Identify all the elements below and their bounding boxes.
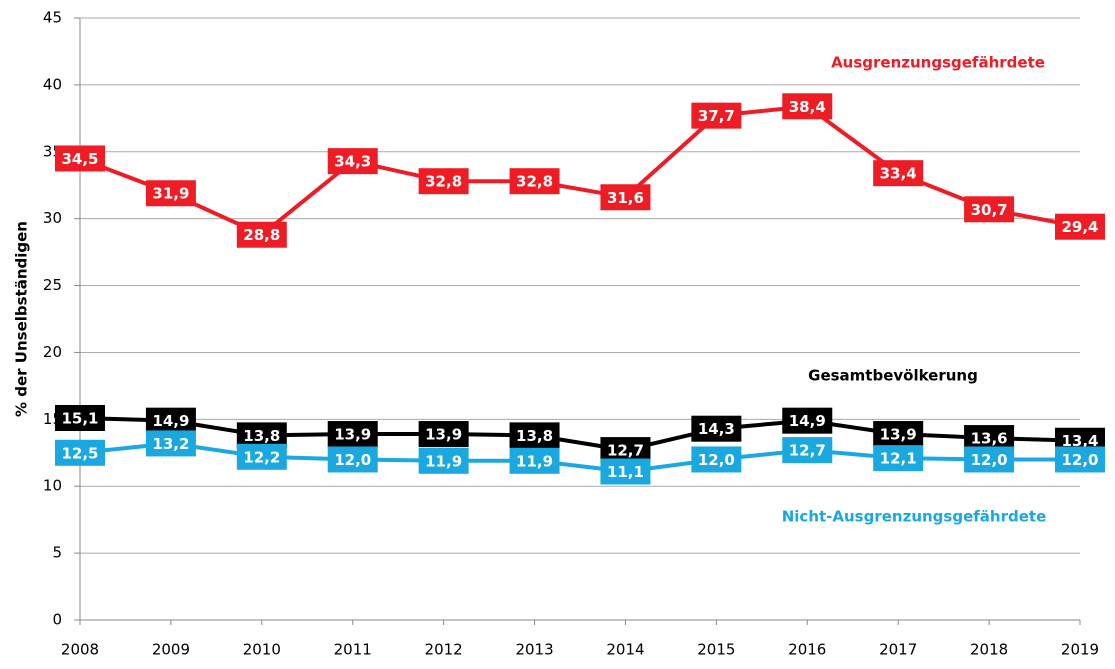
data-label: 12,7 bbox=[789, 442, 826, 460]
y-tick-label: 10 bbox=[43, 477, 62, 495]
y-axis-label: % der Unselbständigen bbox=[13, 221, 31, 417]
series-line bbox=[79, 441, 1080, 474]
data-label-box bbox=[964, 446, 1015, 473]
data-label-box bbox=[55, 439, 105, 466]
data-label-box bbox=[55, 404, 105, 431]
data-label: 13,9 bbox=[880, 426, 917, 444]
data-label-box bbox=[509, 422, 560, 449]
data-label: 12,2 bbox=[243, 448, 280, 466]
data-label-box bbox=[327, 421, 378, 448]
data-label: 34,5 bbox=[61, 150, 98, 168]
data-label-box bbox=[873, 421, 924, 448]
series-line bbox=[79, 415, 1081, 453]
data-label: 12,0 bbox=[971, 451, 1008, 469]
y-tick-label: 45 bbox=[43, 9, 62, 27]
data-label: 31,9 bbox=[152, 185, 189, 203]
data-label-box bbox=[327, 148, 378, 175]
data-label: 28,8 bbox=[243, 226, 280, 244]
data-label-box bbox=[145, 407, 196, 434]
data-label-box bbox=[782, 437, 833, 464]
x-tick-label: 2018 bbox=[970, 641, 1008, 659]
x-tick-label: 2010 bbox=[243, 641, 281, 659]
data-label-box bbox=[782, 407, 833, 434]
series-name: Nicht-Ausgrenzungsgefährdete bbox=[782, 508, 1047, 526]
data-label: 12,7 bbox=[607, 442, 644, 460]
data-label: 13,9 bbox=[334, 426, 371, 444]
y-tick-label: 5 bbox=[52, 544, 62, 562]
y-tick-label: 0 bbox=[52, 611, 62, 629]
series-name: Ausgrenzungsgefährdete bbox=[831, 54, 1045, 72]
data-label-box bbox=[509, 168, 560, 195]
data-label-box bbox=[873, 445, 924, 472]
y-tick-label: 20 bbox=[43, 343, 62, 361]
x-tick-label: 2017 bbox=[879, 641, 917, 659]
data-label: 11,1 bbox=[607, 463, 644, 481]
data-label: 13,6 bbox=[971, 430, 1008, 448]
data-label-box bbox=[691, 102, 742, 129]
data-label: 15,1 bbox=[61, 409, 98, 427]
data-label-box bbox=[1055, 213, 1105, 240]
data-label-box bbox=[418, 168, 469, 195]
data-label: 11,9 bbox=[425, 452, 462, 470]
x-tick-label: 2008 bbox=[61, 641, 99, 659]
data-label-box bbox=[691, 446, 742, 473]
data-label: 33,4 bbox=[880, 165, 917, 183]
data-label-box bbox=[600, 184, 651, 211]
data-label-box bbox=[1055, 446, 1105, 473]
x-tick-label: 2011 bbox=[334, 641, 372, 659]
data-label-box bbox=[600, 458, 651, 485]
data-label: 13,8 bbox=[516, 427, 553, 445]
data-label: 31,6 bbox=[607, 189, 644, 207]
data-label-box bbox=[327, 446, 378, 473]
data-label: 12,1 bbox=[880, 450, 917, 468]
y-tick-label: 30 bbox=[43, 209, 62, 227]
data-label: 32,8 bbox=[516, 173, 553, 191]
data-label-box bbox=[145, 430, 196, 457]
data-label-box bbox=[782, 93, 833, 120]
data-label: 14,3 bbox=[698, 420, 735, 438]
data-label: 13,4 bbox=[1061, 432, 1098, 450]
x-tick-label: 2019 bbox=[1061, 641, 1099, 659]
data-label: 14,9 bbox=[789, 412, 826, 430]
data-label-box bbox=[145, 180, 196, 207]
data-label-box bbox=[236, 443, 287, 470]
x-tick-label: 2014 bbox=[606, 641, 644, 659]
data-label: 13,8 bbox=[243, 427, 280, 445]
data-label-box bbox=[964, 196, 1015, 223]
data-label: 13,2 bbox=[152, 435, 189, 453]
x-tick-label: 2009 bbox=[152, 641, 190, 659]
data-label: 34,3 bbox=[334, 153, 371, 171]
y-tick-label: 25 bbox=[43, 276, 62, 294]
data-label: 37,7 bbox=[698, 107, 735, 125]
data-label: 30,7 bbox=[971, 201, 1008, 219]
data-label-box bbox=[55, 145, 105, 172]
data-label: 12,5 bbox=[61, 444, 98, 462]
x-tick-label: 2012 bbox=[425, 641, 463, 659]
data-label: 12,0 bbox=[334, 451, 371, 469]
data-label: 29,4 bbox=[1061, 218, 1098, 236]
x-tick-label: 2015 bbox=[697, 641, 735, 659]
data-label-box bbox=[236, 221, 287, 248]
data-label-box bbox=[873, 160, 924, 187]
series-line bbox=[79, 104, 1081, 238]
data-label-box bbox=[509, 447, 560, 474]
data-label: 13,9 bbox=[425, 426, 462, 444]
data-label: 38,4 bbox=[789, 98, 826, 116]
data-label-box bbox=[418, 447, 469, 474]
data-label: 32,8 bbox=[425, 173, 462, 191]
x-tick-label: 2013 bbox=[515, 641, 553, 659]
data-label-box bbox=[691, 415, 742, 442]
data-label: 12,0 bbox=[1061, 451, 1098, 469]
data-label: 12,0 bbox=[698, 451, 735, 469]
x-tick-label: 2016 bbox=[788, 641, 826, 659]
data-label-box bbox=[418, 421, 469, 448]
data-label: 11,9 bbox=[516, 452, 553, 470]
y-tick-label: 40 bbox=[43, 75, 62, 93]
series-name: Gesamtbevölkerung bbox=[808, 367, 978, 385]
data-label: 14,9 bbox=[152, 412, 189, 430]
